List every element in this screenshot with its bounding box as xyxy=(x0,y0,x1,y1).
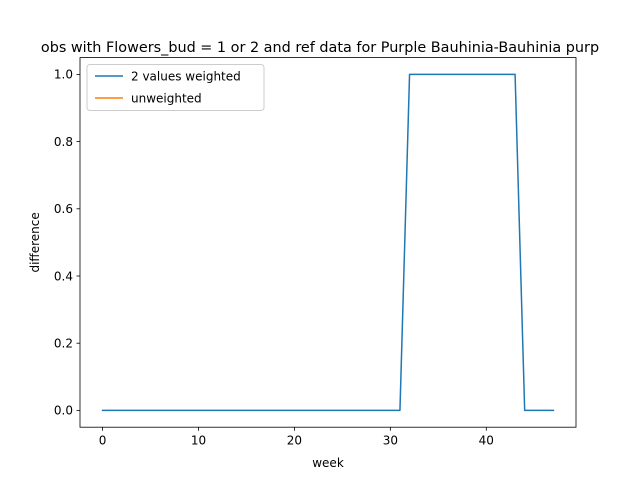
y-tick-label: 0.2 xyxy=(54,337,73,351)
y-axis-label: difference xyxy=(28,212,42,272)
legend-label-unweighted: unweighted xyxy=(131,92,202,106)
y-tick-label: 0.4 xyxy=(54,269,73,283)
x-axis-label: week xyxy=(312,456,344,470)
chart-title: obs with Flowers_bud = 1 or 2 and ref da… xyxy=(41,40,599,56)
y-tick-label: 0.6 xyxy=(54,202,73,216)
x-tick-label: 20 xyxy=(287,434,302,448)
y-tick-label: 1.0 xyxy=(54,68,73,82)
x-tick-label: 10 xyxy=(191,434,206,448)
legend: 2 values weighted unweighted xyxy=(86,64,265,111)
series-line-0 xyxy=(101,73,555,412)
legend-label-weighted: 2 values weighted xyxy=(131,70,241,84)
legend-box xyxy=(86,64,265,111)
axis-ticks: 0 10 20 30 40 0.0 0.2 0.4 0.6 0.8 1.0 xyxy=(54,68,494,448)
x-tick-label: 40 xyxy=(479,434,494,448)
series-lines xyxy=(101,73,555,412)
x-tick-label: 0 xyxy=(99,434,107,448)
x-tick-label: 30 xyxy=(383,434,398,448)
y-tick-label: 0.0 xyxy=(54,404,73,418)
y-tick-label: 0.8 xyxy=(54,135,73,149)
plot-frame xyxy=(79,57,577,428)
